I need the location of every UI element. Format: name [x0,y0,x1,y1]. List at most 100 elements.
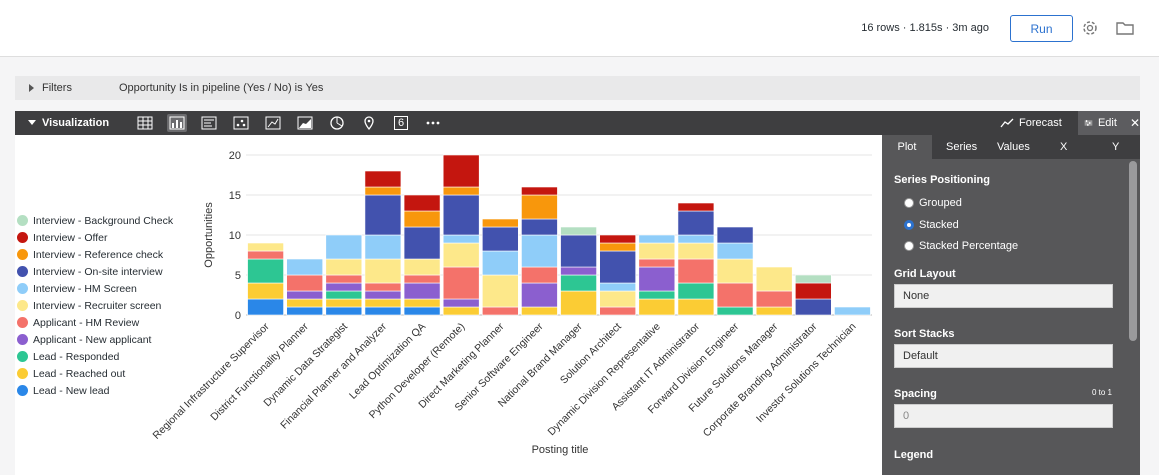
run-button[interactable]: Run [1010,15,1073,42]
bar-segment [442,306,480,316]
bar-segment [442,154,480,188]
bar-segment [442,234,480,244]
bar-segment [482,274,519,308]
bar-segment [364,234,402,260]
sliders-icon [1084,120,1093,126]
forecast-icon [1000,118,1014,128]
radio-circle[interactable] [904,198,914,208]
radio-stacked[interactable]: Stacked [904,219,959,231]
edit-button[interactable]: Edit ✕ [1078,111,1140,135]
legend-item[interactable]: Interview - Reference check [17,246,173,263]
legend-item[interactable]: Applicant - New applicant [17,331,173,348]
bar-segment [716,258,754,284]
bar-segment [599,290,636,308]
legend-label: Lead - New lead [33,384,110,397]
legend-swatch [17,317,28,328]
legend-item[interactable]: Interview - Background Check [17,212,173,229]
edit-label: Edit [1097,117,1117,129]
more-icon[interactable] [423,114,443,132]
legend-item[interactable]: Interview - On-site interview [17,263,173,280]
y-tick-label: 15 [229,190,241,202]
column-chart-icon[interactable] [167,114,187,132]
spacing-label: Spacing [894,388,937,400]
legend-label: Applicant - HM Review [33,316,140,329]
top-bar: 16 rows · 1.815s · 3m ago Run [0,0,1159,57]
tab-series[interactable]: Series [946,141,978,153]
legend-label: Lead - Reached out [33,367,126,380]
tab-plot[interactable]: Plot [882,135,932,159]
radio-stacked-label: Stacked [919,219,959,231]
bar-segment [560,226,597,236]
forecast-label: Forecast [1019,117,1062,129]
legend-label: Interview - Offer [33,231,108,244]
legend-item[interactable]: Interview - Offer [17,229,173,246]
bar-segment [442,186,480,196]
table-icon[interactable] [135,114,155,132]
expand-triangle-icon[interactable] [29,84,34,92]
legend-swatch [17,300,28,311]
y-tick-label: 20 [229,150,241,162]
bar-segment [716,282,754,308]
bar-segment [755,306,793,316]
bar-segment [364,194,402,236]
chart-legend: Interview - Background Check Interview - … [17,212,173,399]
bar-segment [521,186,558,196]
radio-stacked-percentage[interactable]: Stacked Percentage [904,240,1018,252]
radio-circle[interactable] [904,241,914,251]
bar-segment [795,274,832,284]
bar-segment [677,242,715,260]
bar-segment [755,290,793,308]
filter-summary: Opportunity Is in pipeline (Yes / No) is… [119,82,324,94]
collapse-triangle-icon[interactable] [28,120,36,125]
bar-segment [482,250,519,276]
y-tick-label: 10 [229,230,241,242]
forecast-button[interactable]: Forecast [1000,111,1062,135]
legend-item[interactable]: Interview - HM Screen [17,280,173,297]
bar-segment [364,186,402,196]
bar-segment [403,282,441,300]
filters-bar[interactable]: Filters Opportunity Is in pipeline (Yes … [15,76,1140,100]
pie-chart-icon[interactable] [327,114,347,132]
tab-values[interactable]: Values [997,141,1030,153]
scatter-icon[interactable] [231,114,251,132]
bar-segment [286,306,323,316]
area-chart-icon[interactable] [295,114,315,132]
line-chart-icon[interactable] [263,114,283,132]
bar-segment [364,282,402,292]
sort-stacks-select[interactable]: Default [894,344,1113,368]
legend-label: Interview - Reference check [33,248,164,261]
filters-label: Filters [42,82,72,94]
bar-segment [560,266,597,276]
legend-label: Lead - Responded [33,350,120,363]
bar-segment [599,234,636,244]
spacing-hint: 0 to 1 [1091,388,1112,397]
bar-segment [677,298,715,316]
y-axis-label: Opportunities [203,202,215,268]
tab-y[interactable]: Y [1112,141,1120,153]
grid-layout-select[interactable]: None [894,284,1113,308]
bar-segment [521,282,558,308]
legend-item[interactable]: Lead - New lead [17,382,173,399]
folder-icon[interactable] [1115,18,1135,38]
gear-icon[interactable] [1080,18,1100,38]
legend-item[interactable]: Interview - Recruiter screen [17,297,173,314]
panel-scrollbar[interactable] [1129,161,1137,341]
tab-x[interactable]: X [1060,141,1068,153]
legend-label: Legend [894,449,934,461]
spacing-input[interactable]: 0 [894,404,1113,428]
legend-item[interactable]: Applicant - HM Review [17,314,173,331]
bar-segment [716,306,754,316]
close-icon[interactable]: ✕ [1129,116,1140,130]
radio-circle-selected[interactable] [904,220,914,230]
single-record-icon[interactable] [199,114,219,132]
bar-segment [599,250,636,284]
bar-segment [599,306,636,316]
map-pin-icon[interactable] [359,114,379,132]
legend-item[interactable]: Lead - Responded [17,348,173,365]
bar-segment [364,258,402,284]
legend-item[interactable]: Lead - Reached out [17,365,173,382]
radio-grouped[interactable]: Grouped [904,197,962,209]
bar-segment [286,298,323,308]
single-value-icon[interactable]: 6 [391,114,411,132]
bar-segment [599,282,636,292]
